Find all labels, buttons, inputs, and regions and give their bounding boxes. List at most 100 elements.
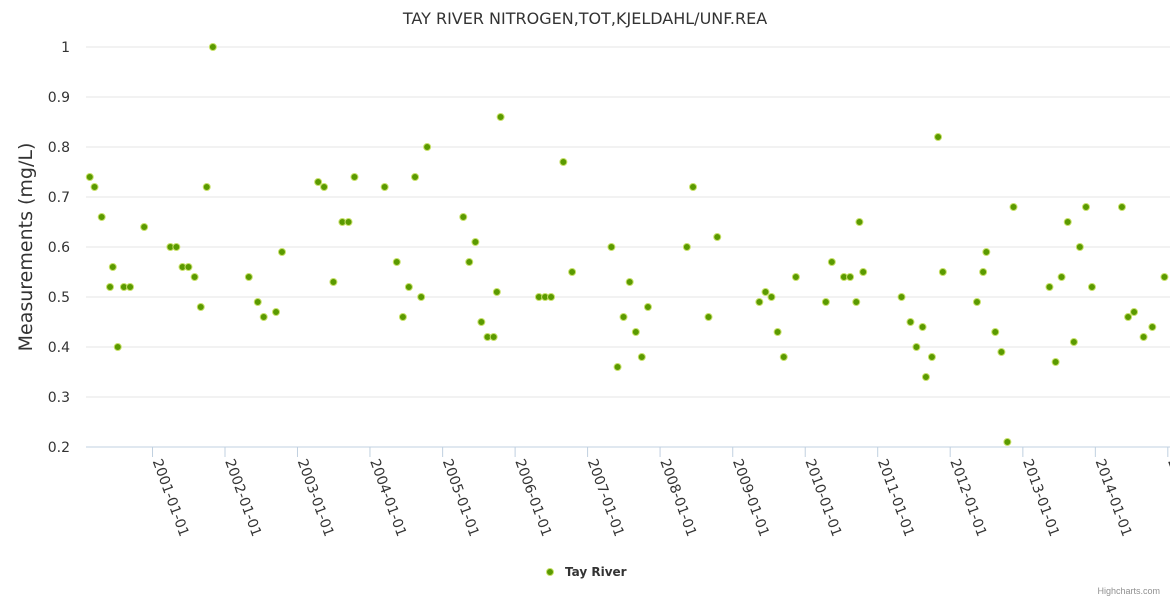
data-point[interactable] [625,278,634,286]
data-point[interactable] [897,293,906,301]
data-point[interactable] [619,313,628,321]
data-point[interactable] [934,133,943,141]
legend[interactable]: Tay River [546,565,627,579]
data-point[interactable] [106,283,115,291]
data-point[interactable] [272,308,281,316]
data-point[interactable] [380,183,389,191]
data-point[interactable] [979,268,988,276]
data-point[interactable] [471,238,480,246]
data-point[interactable] [1087,283,1096,291]
data-point[interactable] [1063,218,1072,226]
data-point[interactable] [912,343,921,351]
data-point[interactable] [1057,273,1066,281]
data-point[interactable] [761,288,770,296]
data-point[interactable] [927,353,936,361]
data-point[interactable] [108,263,117,271]
data-point[interactable] [344,218,353,226]
data-point[interactable] [398,313,407,321]
data-point[interactable] [631,328,640,336]
data-point[interactable] [704,313,713,321]
data-point[interactable] [1003,438,1012,446]
data-point[interactable] [465,258,474,266]
data-point[interactable] [329,278,338,286]
data-point[interactable] [846,273,855,281]
data-point[interactable] [90,183,99,191]
data-point[interactable] [208,43,217,51]
data-point[interactable] [496,113,505,121]
data-point[interactable] [202,183,211,191]
data-point[interactable] [392,258,401,266]
data-point[interactable] [1045,283,1054,291]
x-tick-label: 2015-01-01 [1164,457,1170,539]
credits-link[interactable]: Highcharts.com [1097,586,1160,596]
data-point[interactable] [859,268,868,276]
data-point[interactable] [259,313,268,321]
data-point[interactable] [827,258,836,266]
data-point[interactable] [972,298,981,306]
data-point[interactable] [713,233,722,241]
data-point[interactable] [423,143,432,151]
data-point[interactable] [767,293,776,301]
legend-item-tay-river[interactable]: Tay River [565,565,627,579]
data-point[interactable] [1082,203,1091,211]
data-point[interactable] [97,213,106,221]
data-point[interactable] [1117,203,1126,211]
data-point[interactable] [982,248,991,256]
data-point[interactable] [417,293,426,301]
data-point[interactable] [689,183,698,191]
data-point[interactable] [477,318,486,326]
data-point[interactable] [277,248,286,256]
data-point[interactable] [253,298,262,306]
data-point[interactable] [1148,323,1157,331]
data-point[interactable] [938,268,947,276]
data-point[interactable] [991,328,1000,336]
data-point[interactable] [1075,243,1084,251]
data-point[interactable] [773,328,782,336]
legend-marker-icon [546,568,554,576]
data-point[interactable] [921,373,930,381]
data-point[interactable] [492,288,501,296]
data-point[interactable] [411,173,420,181]
data-point[interactable] [613,363,622,371]
data-point[interactable] [350,173,359,181]
data-point[interactable] [404,283,413,291]
data-point[interactable] [1130,308,1139,316]
data-point[interactable] [906,318,915,326]
data-point[interactable] [559,158,568,166]
data-point[interactable] [1160,273,1169,281]
data-point[interactable] [547,293,556,301]
data-point[interactable] [244,273,253,281]
data-point[interactable] [637,353,646,361]
data-point[interactable] [918,323,927,331]
data-point[interactable] [1051,358,1060,366]
data-point[interactable] [126,283,135,291]
data-point[interactable] [779,353,788,361]
data-point[interactable] [1139,333,1148,341]
data-point[interactable] [459,213,468,221]
data-point[interactable] [196,303,205,311]
data-point[interactable] [1069,338,1078,346]
data-point[interactable] [852,298,861,306]
data-point[interactable] [184,263,193,271]
x-tick-label: 2005-01-01 [439,457,482,539]
data-point[interactable] [855,218,864,226]
data-point[interactable] [643,303,652,311]
data-point[interactable] [140,223,149,231]
data-point[interactable] [821,298,830,306]
data-point[interactable] [755,298,764,306]
data-point[interactable] [320,183,329,191]
data-point[interactable] [568,268,577,276]
data-point[interactable] [85,173,94,181]
data-point[interactable] [172,243,181,251]
data-point[interactable] [190,273,199,281]
x-axis-ticks: 2001-01-01 2002-01-01 2003-01-01 2004-01-01… [149,447,1170,539]
data-point[interactable] [489,333,498,341]
data-point[interactable] [682,243,691,251]
data-point[interactable] [791,273,800,281]
data-point[interactable] [607,243,616,251]
data-point[interactable] [1124,313,1133,321]
data-point[interactable] [1009,203,1018,211]
data-point[interactable] [113,343,122,351]
data-point[interactable] [997,348,1006,356]
data-point[interactable] [314,178,323,186]
